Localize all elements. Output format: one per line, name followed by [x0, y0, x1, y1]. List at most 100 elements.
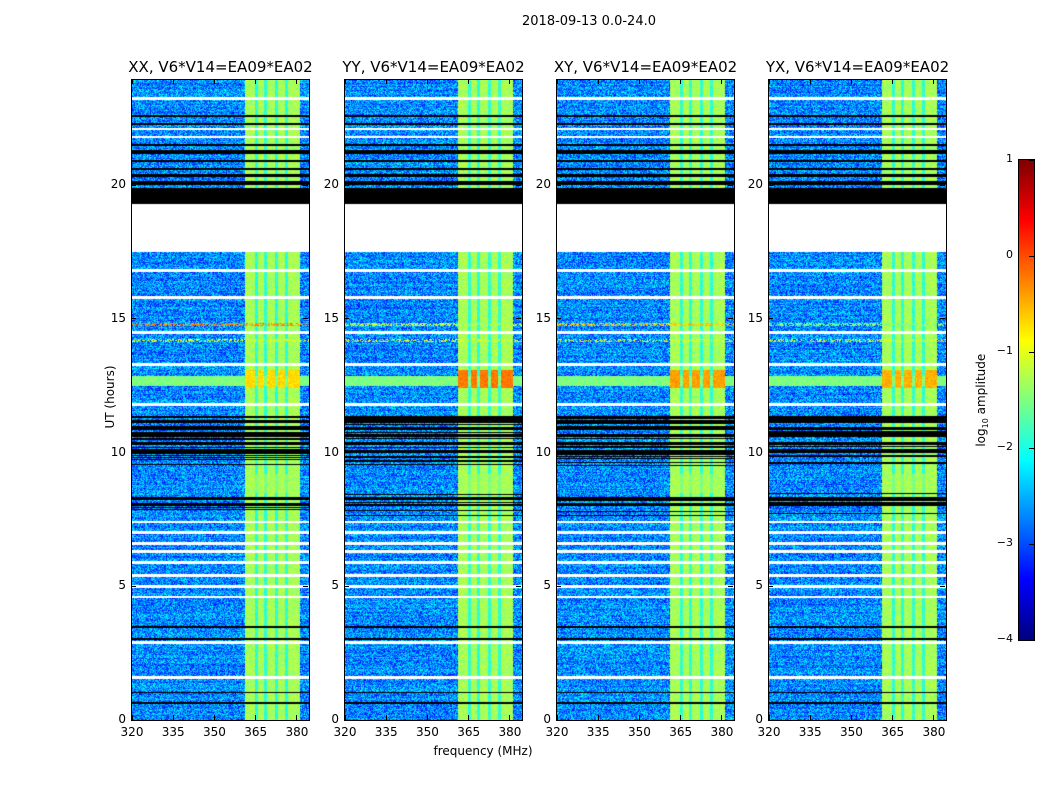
x-tick-label: 320 — [757, 725, 781, 739]
colorbar-tick-mark — [1029, 159, 1034, 161]
y-tick-mark — [131, 719, 136, 721]
y-tick-mark — [940, 585, 945, 587]
waterfall-heatmap — [769, 80, 946, 720]
y-tick-mark — [768, 452, 773, 454]
x-tick-mark — [385, 715, 387, 720]
x-tick-mark — [426, 715, 428, 720]
y-tick-mark — [131, 318, 136, 320]
y-tick-label: 5 — [331, 578, 339, 593]
colorbar-tick-mark — [1029, 447, 1034, 449]
x-tick-label: 365 — [244, 725, 268, 739]
y-tick-label: 20 — [110, 177, 126, 192]
y-tick-mark — [131, 585, 136, 587]
x-tick-mark — [850, 715, 852, 720]
x-tick-label: 335 — [374, 725, 398, 739]
y-tick-label: 10 — [110, 444, 126, 459]
colorbar-tick-label: −2 — [996, 440, 1013, 453]
y-tick-mark — [516, 585, 521, 587]
x-tick-mark — [721, 715, 723, 720]
x-tick-mark — [296, 79, 298, 84]
y-tick-label: 0 — [118, 712, 126, 726]
y-tick-mark — [768, 719, 773, 721]
x-tick-mark — [344, 79, 346, 84]
x-tick-mark — [255, 715, 257, 720]
panel-xx: XX, V6*V14=EA09*EA02 320 335 350 365 380 0 5 10 1… — [111, 58, 313, 739]
x-tick-label: 350 — [840, 725, 863, 739]
x-tick-mark — [213, 715, 215, 720]
x-tick-mark — [809, 79, 811, 84]
x-tick-mark — [468, 715, 470, 720]
x-tick-mark — [255, 79, 257, 84]
colorbar-tick-label: −3 — [996, 536, 1013, 549]
y-tick-label: 5 — [543, 578, 551, 593]
y-tick-mark — [303, 184, 308, 186]
y-tick-mark — [556, 585, 561, 587]
colorbar-tick-label: −4 — [996, 632, 1013, 645]
y-tick-label: 15 — [110, 310, 126, 325]
panel-yx: YX, V6*V14=EA09*EA02 320 335 350 365 380 0 5 10 1… — [748, 58, 949, 739]
x-tick-label: 320 — [545, 725, 569, 739]
x-tick-mark — [597, 715, 599, 720]
colorbar-tick-label: 0 — [1006, 248, 1013, 261]
panel-title: YY, V6*V14=EA09*EA02 — [342, 58, 525, 76]
x-tick-label: 335 — [586, 725, 610, 739]
y-tick-mark — [303, 318, 308, 320]
y-tick-mark — [728, 452, 733, 454]
y-tick-mark — [344, 318, 349, 320]
x-tick-mark — [768, 715, 770, 720]
waterfall-heatmap — [132, 80, 309, 720]
x-tick-label: 365 — [881, 725, 905, 739]
figure-title: 2018-09-13 0.0-24.0 — [522, 14, 656, 29]
x-tick-mark — [892, 715, 894, 720]
x-tick-label: 335 — [798, 725, 822, 739]
x-tick-mark — [509, 79, 511, 84]
x-tick-mark — [556, 715, 558, 720]
x-axis-label: frequency (MHz) — [433, 744, 533, 758]
y-tick-mark — [344, 585, 349, 587]
x-tick-mark — [721, 79, 723, 84]
y-tick-mark — [516, 719, 521, 721]
y-tick-mark — [768, 184, 773, 186]
x-tick-label: 365 — [669, 725, 693, 739]
x-tick-label: 350 — [416, 725, 439, 739]
y-tick-label: 20 — [747, 177, 763, 192]
colorbar-tick-mark — [1029, 543, 1034, 545]
x-tick-mark — [426, 79, 428, 84]
y-tick-mark — [516, 184, 521, 186]
x-tick-mark — [638, 79, 640, 84]
y-tick-label: 20 — [535, 177, 551, 192]
x-tick-mark — [933, 79, 935, 84]
y-tick-mark — [768, 318, 773, 320]
x-tick-mark — [213, 79, 215, 84]
y-tick-mark — [728, 184, 733, 186]
y-tick-label: 5 — [755, 578, 763, 593]
y-tick-label: 10 — [323, 444, 339, 459]
panel-xy: XY, V6*V14=EA09*EA02 320 335 350 365 380 0 5 10 1… — [536, 58, 737, 739]
waterfall-heatmap — [557, 80, 734, 720]
x-tick-mark — [680, 79, 682, 84]
x-tick-label: 335 — [161, 725, 185, 739]
colorbar-gradient — [1019, 160, 1034, 640]
y-tick-mark — [768, 585, 773, 587]
x-tick-mark — [768, 79, 770, 84]
x-tick-mark — [172, 79, 174, 84]
colorbar-label-base: 10 — [981, 418, 991, 429]
y-tick-mark — [516, 452, 521, 454]
y-tick-mark — [303, 452, 308, 454]
y-axis-label: UT (hours) — [103, 365, 117, 429]
panel-title: XX, V6*V14=EA09*EA02 — [128, 58, 313, 76]
colorbar-label-log: log — [973, 428, 988, 447]
x-tick-label: 380 — [498, 725, 522, 739]
x-tick-label: 365 — [457, 725, 481, 739]
y-tick-mark — [303, 585, 308, 587]
x-tick-mark — [131, 715, 133, 720]
x-tick-mark — [809, 715, 811, 720]
x-tick-label: 380 — [285, 725, 309, 739]
y-tick-mark — [344, 184, 349, 186]
y-tick-label: 15 — [535, 310, 551, 325]
y-tick-mark — [556, 719, 561, 721]
y-tick-label: 15 — [747, 310, 763, 325]
y-tick-mark — [556, 318, 561, 320]
colorbar: 1 0 −1 −2 −3 −4 — [997, 152, 1035, 645]
